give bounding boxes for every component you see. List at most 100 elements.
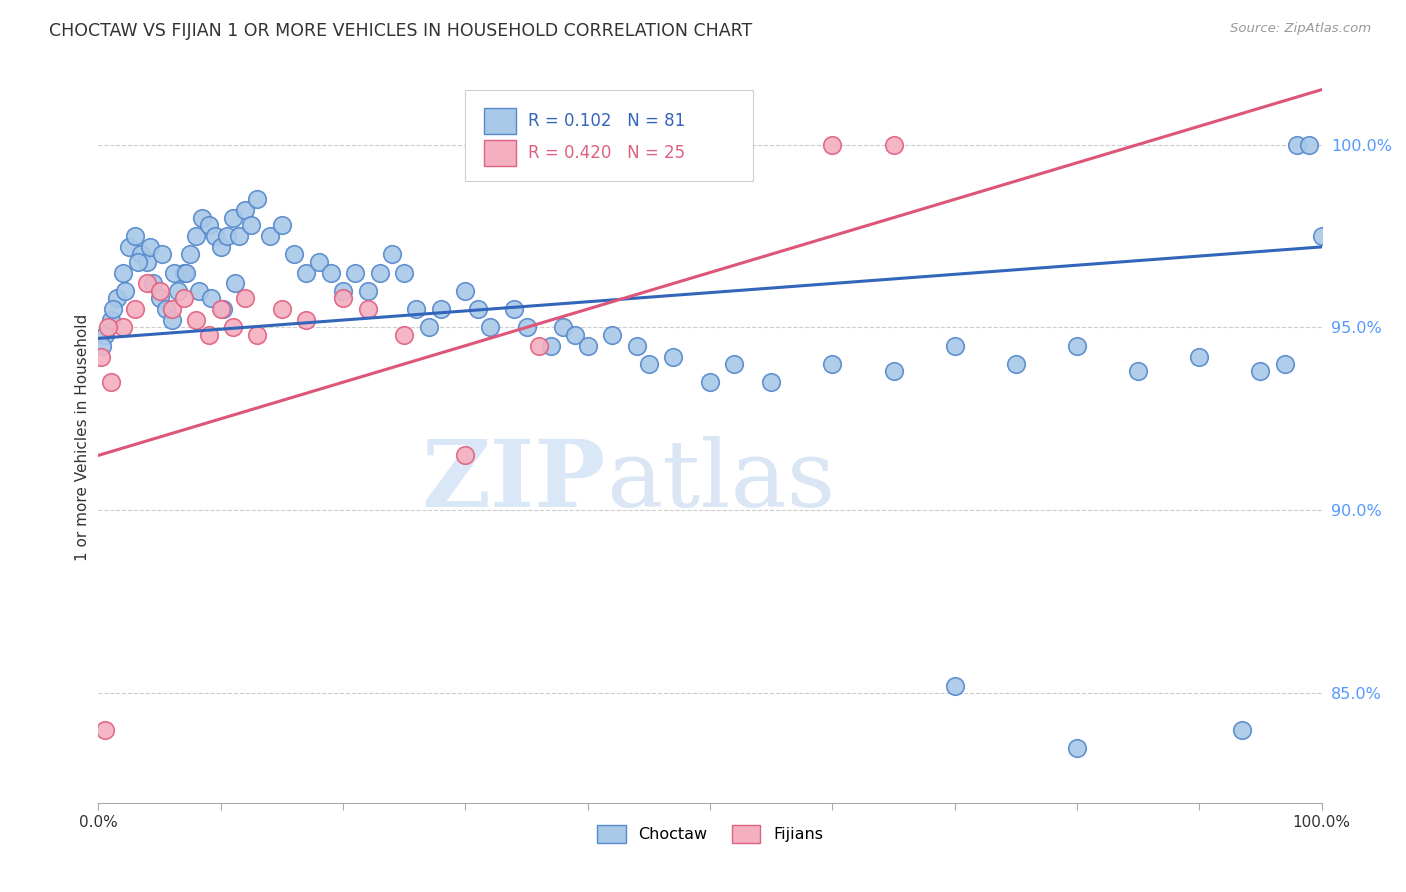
Point: [454, 449, 477, 463]
Point: [149, 284, 172, 298]
Point: [186, 229, 208, 244]
Point: [1066, 339, 1088, 353]
Point: [127, 254, 149, 268]
Point: [167, 284, 190, 298]
Point: [883, 364, 905, 378]
Point: [233, 291, 256, 305]
Point: [176, 266, 198, 280]
Point: [136, 277, 159, 291]
Point: [124, 229, 146, 244]
Point: [209, 302, 232, 317]
Point: [233, 203, 256, 218]
Point: [821, 357, 844, 371]
FancyBboxPatch shape: [465, 90, 752, 181]
Point: [392, 266, 416, 280]
Text: ZIP: ZIP: [422, 436, 606, 526]
Point: [111, 266, 134, 280]
Point: [136, 254, 159, 268]
Point: [662, 350, 685, 364]
Point: [197, 327, 219, 342]
Point: [187, 284, 209, 298]
Point: [270, 302, 294, 317]
Point: [405, 302, 427, 317]
Point: [943, 679, 966, 693]
Point: [1128, 364, 1150, 378]
Text: R = 0.420   N = 25: R = 0.420 N = 25: [527, 145, 685, 162]
Point: [139, 240, 162, 254]
Point: [124, 302, 146, 317]
Point: [90, 350, 112, 364]
Point: [222, 211, 245, 225]
Point: [392, 327, 416, 342]
Point: [215, 229, 238, 244]
Point: [332, 291, 354, 305]
Point: [637, 357, 661, 371]
Point: [209, 240, 232, 254]
Point: [149, 291, 172, 305]
Point: [1066, 741, 1088, 756]
Point: [97, 320, 120, 334]
Point: [527, 339, 550, 353]
Point: [564, 327, 586, 342]
Point: [91, 339, 114, 353]
Point: [191, 211, 214, 225]
Point: [540, 339, 562, 353]
Point: [478, 320, 501, 334]
Text: Source: ZipAtlas.com: Source: ZipAtlas.com: [1230, 22, 1371, 36]
Point: [283, 247, 305, 261]
Point: [1286, 137, 1309, 152]
Point: [821, 137, 844, 152]
Point: [114, 284, 136, 298]
Point: [163, 266, 186, 280]
Point: [418, 320, 440, 334]
FancyBboxPatch shape: [484, 140, 516, 167]
Point: [295, 266, 318, 280]
Point: [319, 266, 342, 280]
Point: [160, 313, 183, 327]
Point: [222, 320, 245, 334]
Point: [204, 229, 226, 244]
Point: [240, 218, 263, 232]
Point: [100, 376, 122, 390]
Point: [295, 313, 318, 327]
Point: [943, 339, 966, 353]
Point: [1004, 357, 1026, 371]
Point: [93, 327, 115, 342]
Point: [270, 218, 294, 232]
Point: [186, 313, 208, 327]
Point: [430, 302, 453, 317]
Text: atlas: atlas: [606, 436, 835, 526]
Point: [516, 320, 538, 334]
Point: [308, 254, 330, 268]
Point: [224, 277, 246, 291]
Point: [228, 229, 250, 244]
Point: [129, 247, 152, 261]
Point: [101, 302, 124, 317]
Point: [105, 291, 128, 305]
Point: [883, 137, 905, 152]
Point: [576, 339, 599, 353]
Point: [173, 291, 195, 305]
Point: [173, 266, 195, 280]
Point: [1310, 229, 1333, 244]
Point: [332, 284, 354, 298]
Point: [600, 327, 623, 342]
Point: [142, 277, 165, 291]
Point: [356, 302, 378, 317]
Point: [246, 193, 269, 207]
Point: [1274, 357, 1296, 371]
Point: [1188, 350, 1211, 364]
Point: [381, 247, 404, 261]
Point: [467, 302, 489, 317]
Point: [1250, 364, 1272, 378]
Point: [200, 291, 222, 305]
Point: [259, 229, 281, 244]
Point: [503, 302, 526, 317]
Point: [118, 240, 141, 254]
Point: [1298, 137, 1320, 152]
Point: [197, 218, 219, 232]
Point: [246, 327, 269, 342]
Point: [368, 266, 391, 280]
Point: [1230, 723, 1253, 737]
Point: [150, 247, 173, 261]
